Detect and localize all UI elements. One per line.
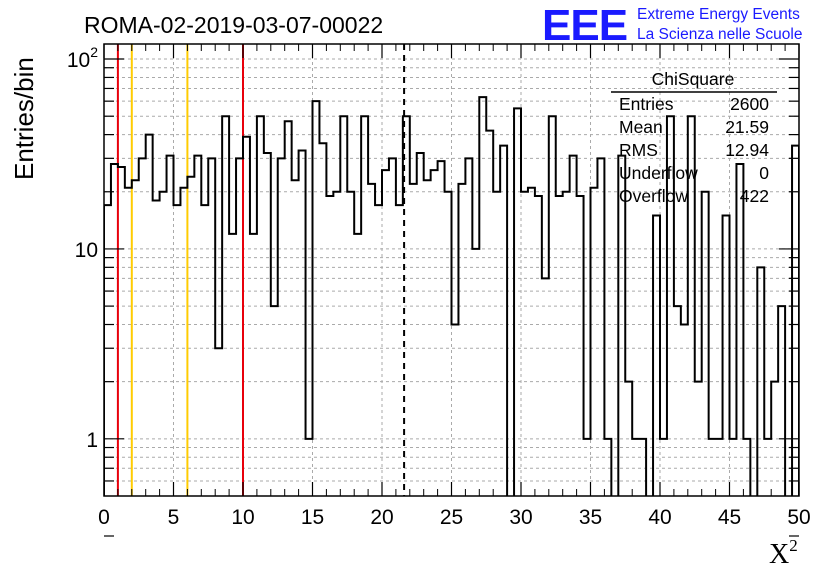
stats-row-label: Overflow	[619, 186, 688, 206]
x-tick-label: 15	[301, 506, 324, 529]
x-tick-label: 25	[440, 506, 463, 529]
histogram	[104, 96, 799, 496]
svg-text:X2: X2	[769, 536, 798, 570]
y-tick-label: 10	[75, 239, 98, 262]
y-tick-label: 1	[86, 429, 98, 452]
x-tick-label: 50	[787, 506, 810, 529]
stats-row-value: 21.59	[725, 117, 769, 137]
x-tick-label: 30	[509, 506, 532, 529]
stats-row-value: 2600	[730, 94, 769, 114]
x-tick-label: 45	[718, 506, 741, 529]
stats-row-value: 0	[759, 163, 769, 183]
x-axis-label-sup: 2	[789, 536, 798, 555]
y-tick-label: 102	[67, 44, 98, 72]
chart-title: ROMA-02-2019-03-07-00022	[84, 12, 383, 38]
x-tick-label: 0	[98, 506, 110, 529]
logo-line1: Extreme Energy Events	[637, 6, 800, 23]
logo-line2: La Scienza nelle Scuole	[637, 26, 802, 43]
y-axis-label: Entries/bin	[9, 57, 39, 180]
x-tick-label: 20	[370, 506, 393, 529]
stats-row-label: RMS	[619, 140, 658, 160]
stats-title: ChiSquare	[652, 69, 735, 89]
x-tick-label: 35	[579, 506, 602, 529]
x-axis-label-base: X	[769, 539, 789, 570]
stats-row-value: 12.94	[725, 140, 769, 160]
stats-box: ChiSquare Entries 2600 Mean 21.59 RMS 12.94 Un…	[611, 69, 777, 206]
x-tick-label: 5	[168, 506, 180, 529]
stats-row-label: Entries	[619, 94, 674, 114]
x-tick-label: 40	[648, 506, 671, 529]
eee-logo-text: EEE	[542, 1, 627, 50]
axes: 0 5 10 15 20 25 30 35 40 45 50 1 10 102	[67, 43, 811, 537]
stats-row-label: Mean	[619, 117, 663, 137]
histogram-outline	[104, 96, 799, 496]
stats-row-label: Underflow	[619, 163, 698, 183]
stats-row-value: 422	[740, 186, 769, 206]
x-tick-label: 10	[231, 506, 254, 529]
x-axis-label: X2	[769, 536, 798, 570]
reference-lines	[116, 44, 406, 496]
